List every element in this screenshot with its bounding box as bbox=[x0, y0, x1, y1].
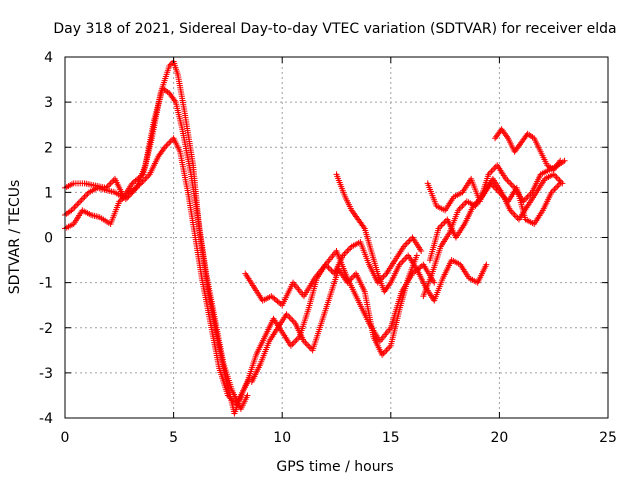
ticks bbox=[64, 56, 609, 419]
data-layer bbox=[62, 58, 568, 417]
y-tick-label: -1 bbox=[39, 276, 53, 292]
x-tick-label: 10 bbox=[273, 430, 291, 446]
y-tick-label: 4 bbox=[44, 50, 53, 66]
y-axis-title: SDTVAR / TECUs bbox=[7, 180, 23, 295]
series-track-7 bbox=[333, 171, 490, 304]
data-point bbox=[557, 157, 564, 164]
y-tick-label: -4 bbox=[39, 411, 53, 427]
series-track-4 bbox=[235, 234, 425, 403]
y-tick-label: 0 bbox=[44, 231, 53, 247]
x-tick-label: 5 bbox=[169, 430, 178, 446]
data-point bbox=[244, 392, 251, 399]
x-tick-label: 20 bbox=[490, 430, 508, 446]
y-tick-label: -2 bbox=[39, 321, 53, 337]
x-axis-title: GPS time / hours bbox=[276, 459, 393, 475]
x-tick-label: 25 bbox=[599, 430, 617, 446]
y-tick-label: 2 bbox=[44, 140, 53, 156]
data-point bbox=[483, 261, 490, 268]
grid bbox=[65, 57, 608, 418]
data-point bbox=[413, 252, 420, 259]
series-track-3 bbox=[62, 135, 240, 408]
y-tick-label: 1 bbox=[44, 185, 53, 201]
x-tick-label: 0 bbox=[61, 430, 70, 446]
chart-title: Day 318 of 2021, Sidereal Day-to-day VTE… bbox=[53, 21, 616, 37]
data-point bbox=[418, 248, 425, 255]
data-point bbox=[431, 279, 438, 286]
data-point bbox=[233, 401, 240, 408]
y-tick-label: -3 bbox=[39, 366, 53, 382]
y-tick-label: 3 bbox=[44, 95, 53, 111]
x-tick-label: 15 bbox=[382, 430, 400, 446]
data-point bbox=[557, 180, 564, 187]
series-track-11 bbox=[492, 126, 564, 173]
series-track-5 bbox=[248, 252, 420, 385]
tick-labels: 0 5 10 15 20 25 -4 -3 -2 -1 0 1 2 3 4 bbox=[39, 50, 617, 446]
